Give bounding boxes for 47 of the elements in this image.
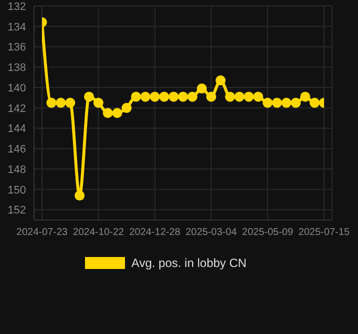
point <box>74 190 85 201</box>
y-tick-label: 146 <box>8 144 26 156</box>
point <box>272 98 282 108</box>
y-tick-label: 134 <box>8 21 26 34</box>
x-tick-label: 2025-03-04 <box>186 227 238 238</box>
point <box>159 92 170 102</box>
point <box>234 92 244 102</box>
point <box>46 98 56 108</box>
point <box>290 98 301 108</box>
point <box>84 92 94 102</box>
y-tick-label: 140 <box>8 82 26 94</box>
x-tick-label: 2024-10-22 <box>72 227 124 238</box>
point <box>187 92 198 102</box>
point <box>102 108 113 118</box>
point <box>150 92 160 102</box>
y-tick-label: 136 <box>8 42 26 54</box>
point <box>225 92 235 102</box>
y-tick-label: 144 <box>8 123 26 136</box>
point <box>112 108 122 118</box>
point <box>56 98 66 108</box>
point <box>253 92 264 102</box>
x-tick-label: 2024-07-23 <box>16 227 68 238</box>
y-tick-label: 138 <box>8 62 26 74</box>
x-tick-label: 2025-05-09 <box>242 227 294 238</box>
point <box>196 84 207 94</box>
y-tick-label: 150 <box>8 184 26 196</box>
point <box>122 102 132 113</box>
point <box>178 92 188 102</box>
x-tick-label: 2025-07-15 <box>298 227 350 238</box>
point <box>206 92 216 102</box>
point <box>140 92 150 102</box>
point <box>244 92 254 102</box>
point <box>168 92 179 102</box>
y-tick-label: 152 <box>8 204 26 217</box>
point <box>93 98 104 108</box>
point <box>216 75 226 86</box>
y-tick-label: 148 <box>8 164 26 176</box>
point <box>65 98 76 108</box>
point <box>262 98 273 108</box>
point <box>300 92 310 102</box>
legend-label: Avg. pos. in lobby CN <box>131 256 247 270</box>
x-tick-label: 2024-12-28 <box>129 227 181 238</box>
point <box>131 92 141 102</box>
point <box>310 98 320 108</box>
y-tick-label: 132 <box>8 0 26 13</box>
point <box>281 98 292 108</box>
y-tick-label: 142 <box>8 102 26 115</box>
